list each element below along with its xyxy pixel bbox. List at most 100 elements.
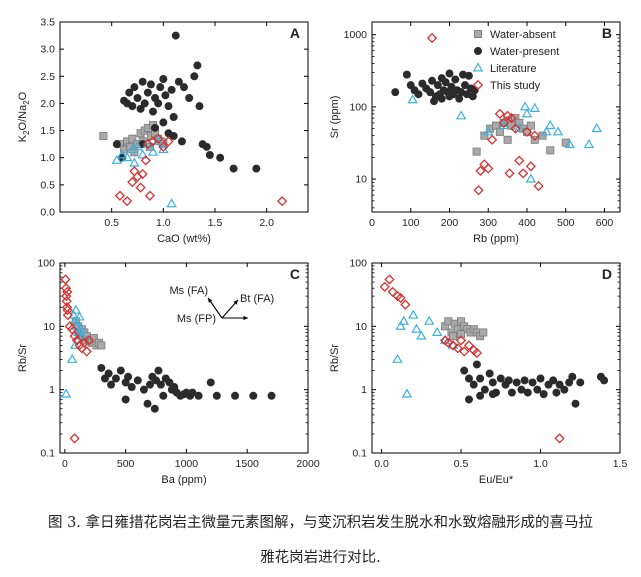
data-point-water-absent bbox=[503, 135, 512, 144]
data-point-water-absent bbox=[479, 328, 488, 337]
data-point-water-present bbox=[143, 88, 152, 97]
data-point-this-study bbox=[494, 108, 505, 120]
chart-panel-d: 0.0 0.5 1.0 1.5 0.1 1 10 100 Eu/Eu* Rb/Sr D bbox=[329, 258, 627, 487]
data-point-literature bbox=[66, 353, 78, 363]
data-point-water-present bbox=[472, 360, 481, 369]
data-point-water-present bbox=[143, 399, 152, 408]
data-point-literature bbox=[76, 330, 88, 340]
y-axis-label-part: O/Na bbox=[17, 104, 29, 131]
plot-frame bbox=[371, 21, 621, 213]
data-point-water-present bbox=[451, 75, 460, 84]
x-tick-label: 1.0 bbox=[156, 217, 171, 229]
data-point-this-study bbox=[67, 324, 78, 335]
x-tick-label: 1.0 bbox=[533, 458, 548, 470]
data-point-water-present bbox=[156, 83, 165, 92]
y-tick-label: 1 bbox=[49, 384, 55, 396]
data-point-this-study bbox=[473, 185, 484, 196]
legend-label-literature: Literature bbox=[490, 63, 536, 75]
data-point-this-study bbox=[137, 168, 148, 180]
data-point-water-present bbox=[202, 142, 211, 151]
legend-marker-this-study bbox=[472, 79, 484, 91]
data-point-this-study bbox=[498, 117, 509, 129]
y-tick-label: 2.0 bbox=[40, 98, 55, 110]
legend-label-water-present: Water-present bbox=[490, 46, 559, 58]
vector-arrowhead bbox=[243, 315, 248, 321]
chart-panel-b: 0 100 200 300 400 500 600 10 100 1000 Rb (ppm) Sr (… bbox=[329, 21, 621, 245]
legend-label-this-study: This study bbox=[490, 80, 541, 92]
data-point-water-present bbox=[159, 118, 168, 127]
data-point-literature bbox=[455, 110, 467, 120]
data-point-water-present bbox=[476, 391, 485, 400]
data-point-this-study bbox=[487, 134, 498, 145]
data-point-literature bbox=[525, 173, 537, 183]
data-point-literature bbox=[529, 102, 540, 112]
x-tick-label: 2000 bbox=[296, 458, 320, 470]
vector-label-bt-fa: Bt (FA) bbox=[240, 293, 274, 305]
figure-canvas: 0.5 1.0 1.5 2.0 0.0 0.5 1.0 1.5 2.0 2.5 3.0 3.5 CaO … bbox=[17, 17, 627, 487]
data-point-water-present bbox=[169, 113, 178, 122]
data-point-this-study bbox=[384, 274, 395, 285]
data-point-this-study bbox=[60, 274, 71, 285]
data-point-water-present bbox=[520, 376, 529, 385]
data-point-this-study bbox=[81, 346, 92, 357]
data-point-water-present bbox=[154, 99, 163, 108]
data-point-literature bbox=[411, 323, 422, 333]
figure-caption-line-1: 图 3. 拿日雍措花岗岩主微量元素图解，与变沉积岩发生脱水和水致熔融形成的喜马拉 bbox=[47, 515, 594, 531]
data-point-water-present bbox=[124, 372, 133, 381]
data-point-this-study bbox=[79, 337, 90, 348]
data-point-water-present bbox=[517, 385, 526, 394]
data-point-literature bbox=[552, 126, 564, 136]
data-point-literature bbox=[407, 94, 418, 104]
data-point-water-present bbox=[177, 137, 186, 146]
data-point-water-absent bbox=[472, 147, 481, 156]
data-point-water-present bbox=[568, 372, 577, 381]
x-tick-label: 2.0 bbox=[259, 217, 274, 229]
x-tick-label: 0 bbox=[369, 217, 375, 229]
data-point-water-present bbox=[433, 81, 442, 90]
data-point-water-present bbox=[130, 83, 139, 92]
data-point-this-study bbox=[140, 155, 151, 166]
data-point-water-present bbox=[533, 385, 542, 394]
data-point-water-absent bbox=[449, 332, 458, 341]
x-tick-label: 1000 bbox=[175, 458, 199, 470]
y-tick-label: 0.1 bbox=[40, 448, 55, 460]
data-point-water-present bbox=[138, 77, 147, 86]
data-point-water-present bbox=[437, 94, 446, 103]
data-point-this-study bbox=[61, 296, 72, 307]
data-point-this-study bbox=[84, 335, 95, 346]
data-point-water-present bbox=[402, 70, 411, 79]
series-water-present bbox=[97, 363, 276, 413]
data-point-water-present bbox=[133, 376, 142, 385]
data-point-water-present bbox=[190, 72, 199, 81]
data-point-this-study bbox=[533, 180, 544, 192]
data-point-literature bbox=[137, 149, 148, 159]
data-point-water-present bbox=[504, 376, 513, 385]
y-axis-label: Rb/Sr bbox=[17, 344, 29, 372]
data-point-water-present bbox=[206, 378, 215, 387]
y-tick-label: 3.0 bbox=[40, 44, 55, 56]
data-point-this-study bbox=[483, 163, 494, 174]
data-point-water-present bbox=[469, 380, 478, 389]
data-point-water-present bbox=[107, 380, 116, 389]
data-point-water-present bbox=[447, 82, 456, 91]
data-point-this-study bbox=[426, 32, 438, 44]
data-point-literature bbox=[408, 309, 419, 319]
data-point-water-present bbox=[555, 380, 564, 389]
data-point-water-present bbox=[212, 391, 221, 400]
data-point-water-absent bbox=[128, 134, 137, 143]
data-point-water-present bbox=[127, 383, 136, 392]
data-point-literature bbox=[398, 315, 410, 325]
data-point-water-present bbox=[194, 391, 203, 400]
x-tick-label: 0.5 bbox=[104, 217, 119, 229]
data-point-literature bbox=[416, 330, 427, 340]
data-point-water-present bbox=[139, 385, 148, 394]
y-tick-label: 3.5 bbox=[40, 17, 55, 29]
data-point-water-present bbox=[104, 369, 113, 378]
data-point-water-present bbox=[174, 77, 183, 86]
y-tick-label: 1.0 bbox=[40, 152, 55, 164]
data-point-water-present bbox=[445, 69, 454, 78]
x-tick-label: 0.0 bbox=[374, 458, 389, 470]
data-point-this-study bbox=[554, 433, 565, 444]
data-point-water-absent bbox=[457, 330, 466, 339]
